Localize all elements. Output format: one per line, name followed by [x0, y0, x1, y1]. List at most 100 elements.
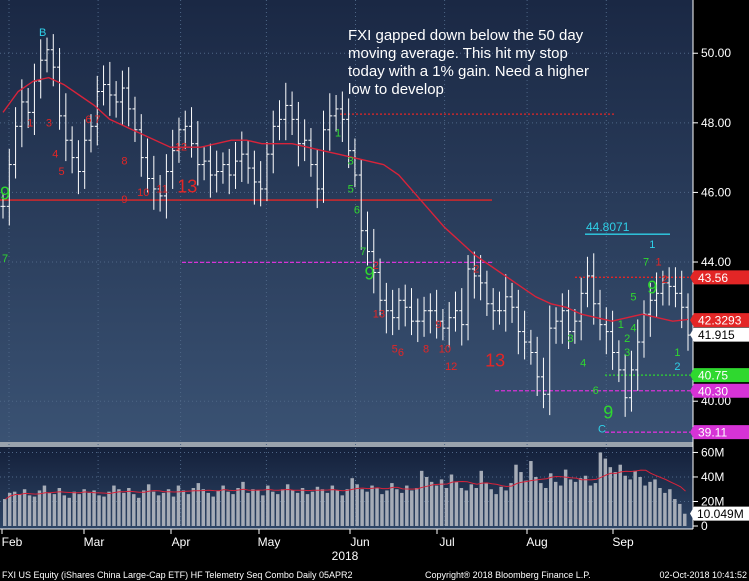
- volume-bar: [494, 494, 498, 526]
- volume-bar: [191, 488, 196, 526]
- volume-bar: [484, 483, 488, 526]
- volume-bar: [663, 492, 667, 526]
- volume-bar: [186, 494, 191, 526]
- volume-bar: [310, 491, 315, 526]
- volume-bar: [603, 458, 608, 526]
- volume-bar: [375, 488, 379, 526]
- month-label: Mar: [84, 535, 105, 549]
- sequence-label: 8: [423, 343, 429, 355]
- volume-tick-label: 60M: [701, 445, 724, 459]
- price-tick-label: 46.00: [701, 185, 731, 199]
- volume-bar: [439, 479, 444, 526]
- sequence-label: 2: [624, 333, 630, 345]
- sequence-label: 1: [674, 347, 680, 359]
- sequence-label: 9: [603, 403, 613, 423]
- volume-tag-label: 10.049M: [697, 507, 744, 521]
- volume-bar: [226, 491, 230, 526]
- sequence-label: 9: [647, 277, 657, 297]
- volume-bar: [47, 492, 52, 526]
- volume-bar: [211, 496, 215, 526]
- volume-bar: [246, 492, 250, 526]
- volume-bar: [231, 494, 235, 526]
- month-label: Jun: [350, 535, 369, 549]
- volume-bar: [276, 494, 280, 526]
- volume-bar: [504, 490, 508, 526]
- panel-divider: [0, 442, 693, 447]
- volume-bar: [618, 464, 622, 526]
- price-tag-background: [690, 327, 749, 342]
- year-label: 2018: [332, 549, 359, 563]
- month-label: Jul: [439, 535, 454, 549]
- volume-bar: [365, 491, 369, 526]
- volume-bar: [444, 488, 449, 526]
- volume-bar: [22, 489, 27, 526]
- volume-bar: [171, 496, 176, 526]
- volume-bar: [305, 494, 310, 526]
- volume-bar: [295, 492, 300, 526]
- volume-bar: [539, 483, 543, 526]
- volume-bar: [72, 491, 76, 526]
- sequence-label: 1: [27, 117, 33, 129]
- volume-bar: [355, 484, 359, 526]
- volume-bar: [12, 491, 17, 526]
- volume-bar: [598, 452, 603, 526]
- volume-bar: [32, 496, 37, 526]
- volume-bar: [544, 488, 548, 526]
- sequence-label: 7: [643, 256, 649, 268]
- sequence-label: 13: [485, 350, 505, 370]
- volume-bar: [519, 472, 523, 526]
- volume-bar: [216, 490, 220, 526]
- volume-bar: [524, 480, 528, 526]
- volume-bar: [568, 479, 573, 526]
- volume-bar: [156, 495, 161, 526]
- footer-center: Copyright® 2018 Bloomberg Finance L.P.: [425, 570, 591, 580]
- sequence-label: 13: [177, 176, 197, 196]
- grid-lines: [0, 0, 693, 529]
- volume-bar: [280, 489, 285, 526]
- sequence-label: 2: [373, 260, 379, 272]
- volume-bar: [588, 485, 593, 526]
- volume-bar: [613, 472, 618, 526]
- sequence-label: 3: [46, 117, 52, 129]
- price-tag-background: [690, 425, 749, 440]
- volume-bar: [449, 474, 454, 526]
- volume-bar: [464, 490, 469, 526]
- volume-tick-label: 0: [701, 519, 708, 533]
- volume-bar: [563, 469, 568, 526]
- volume-bar: [459, 488, 464, 526]
- volume-bar: [52, 494, 57, 526]
- sequence-label: 11: [156, 183, 167, 195]
- volume-average-line: [5, 469, 686, 500]
- sequence-label: 9: [121, 194, 127, 206]
- volume-bar: [683, 513, 687, 526]
- volume-bar: [643, 485, 647, 526]
- volume-bar: [256, 490, 260, 526]
- volume-bar: [92, 490, 96, 526]
- sequence-label: 1: [618, 319, 624, 331]
- volume-bar: [176, 485, 181, 526]
- volume-bar: [137, 497, 141, 526]
- volume-bar: [221, 485, 225, 526]
- volume-bar: [57, 488, 62, 526]
- price-tag-label: 39.11: [698, 426, 727, 440]
- volume-bar: [400, 492, 404, 526]
- sequence-label: 12: [175, 142, 187, 154]
- volume-bar: [390, 483, 394, 526]
- sequence-label: 6 7: [85, 114, 100, 126]
- sequence-label: 9: [0, 183, 10, 203]
- volume-bar: [97, 495, 101, 526]
- sequence-label: B: [39, 27, 46, 39]
- chart-annotation: FXI gapped down below the 50 day moving …: [348, 27, 589, 98]
- volume-bar: [489, 489, 493, 526]
- volume-bar: [261, 495, 265, 526]
- volume-bar: [658, 488, 662, 526]
- volume-bar: [405, 485, 409, 526]
- moving-average: [2, 76, 689, 322]
- volume-bar: [251, 489, 255, 526]
- volume-bar: [127, 488, 131, 526]
- volume-bar: [623, 475, 627, 526]
- price-bars: [0, 34, 691, 417]
- sequence-label: 12: [445, 361, 457, 373]
